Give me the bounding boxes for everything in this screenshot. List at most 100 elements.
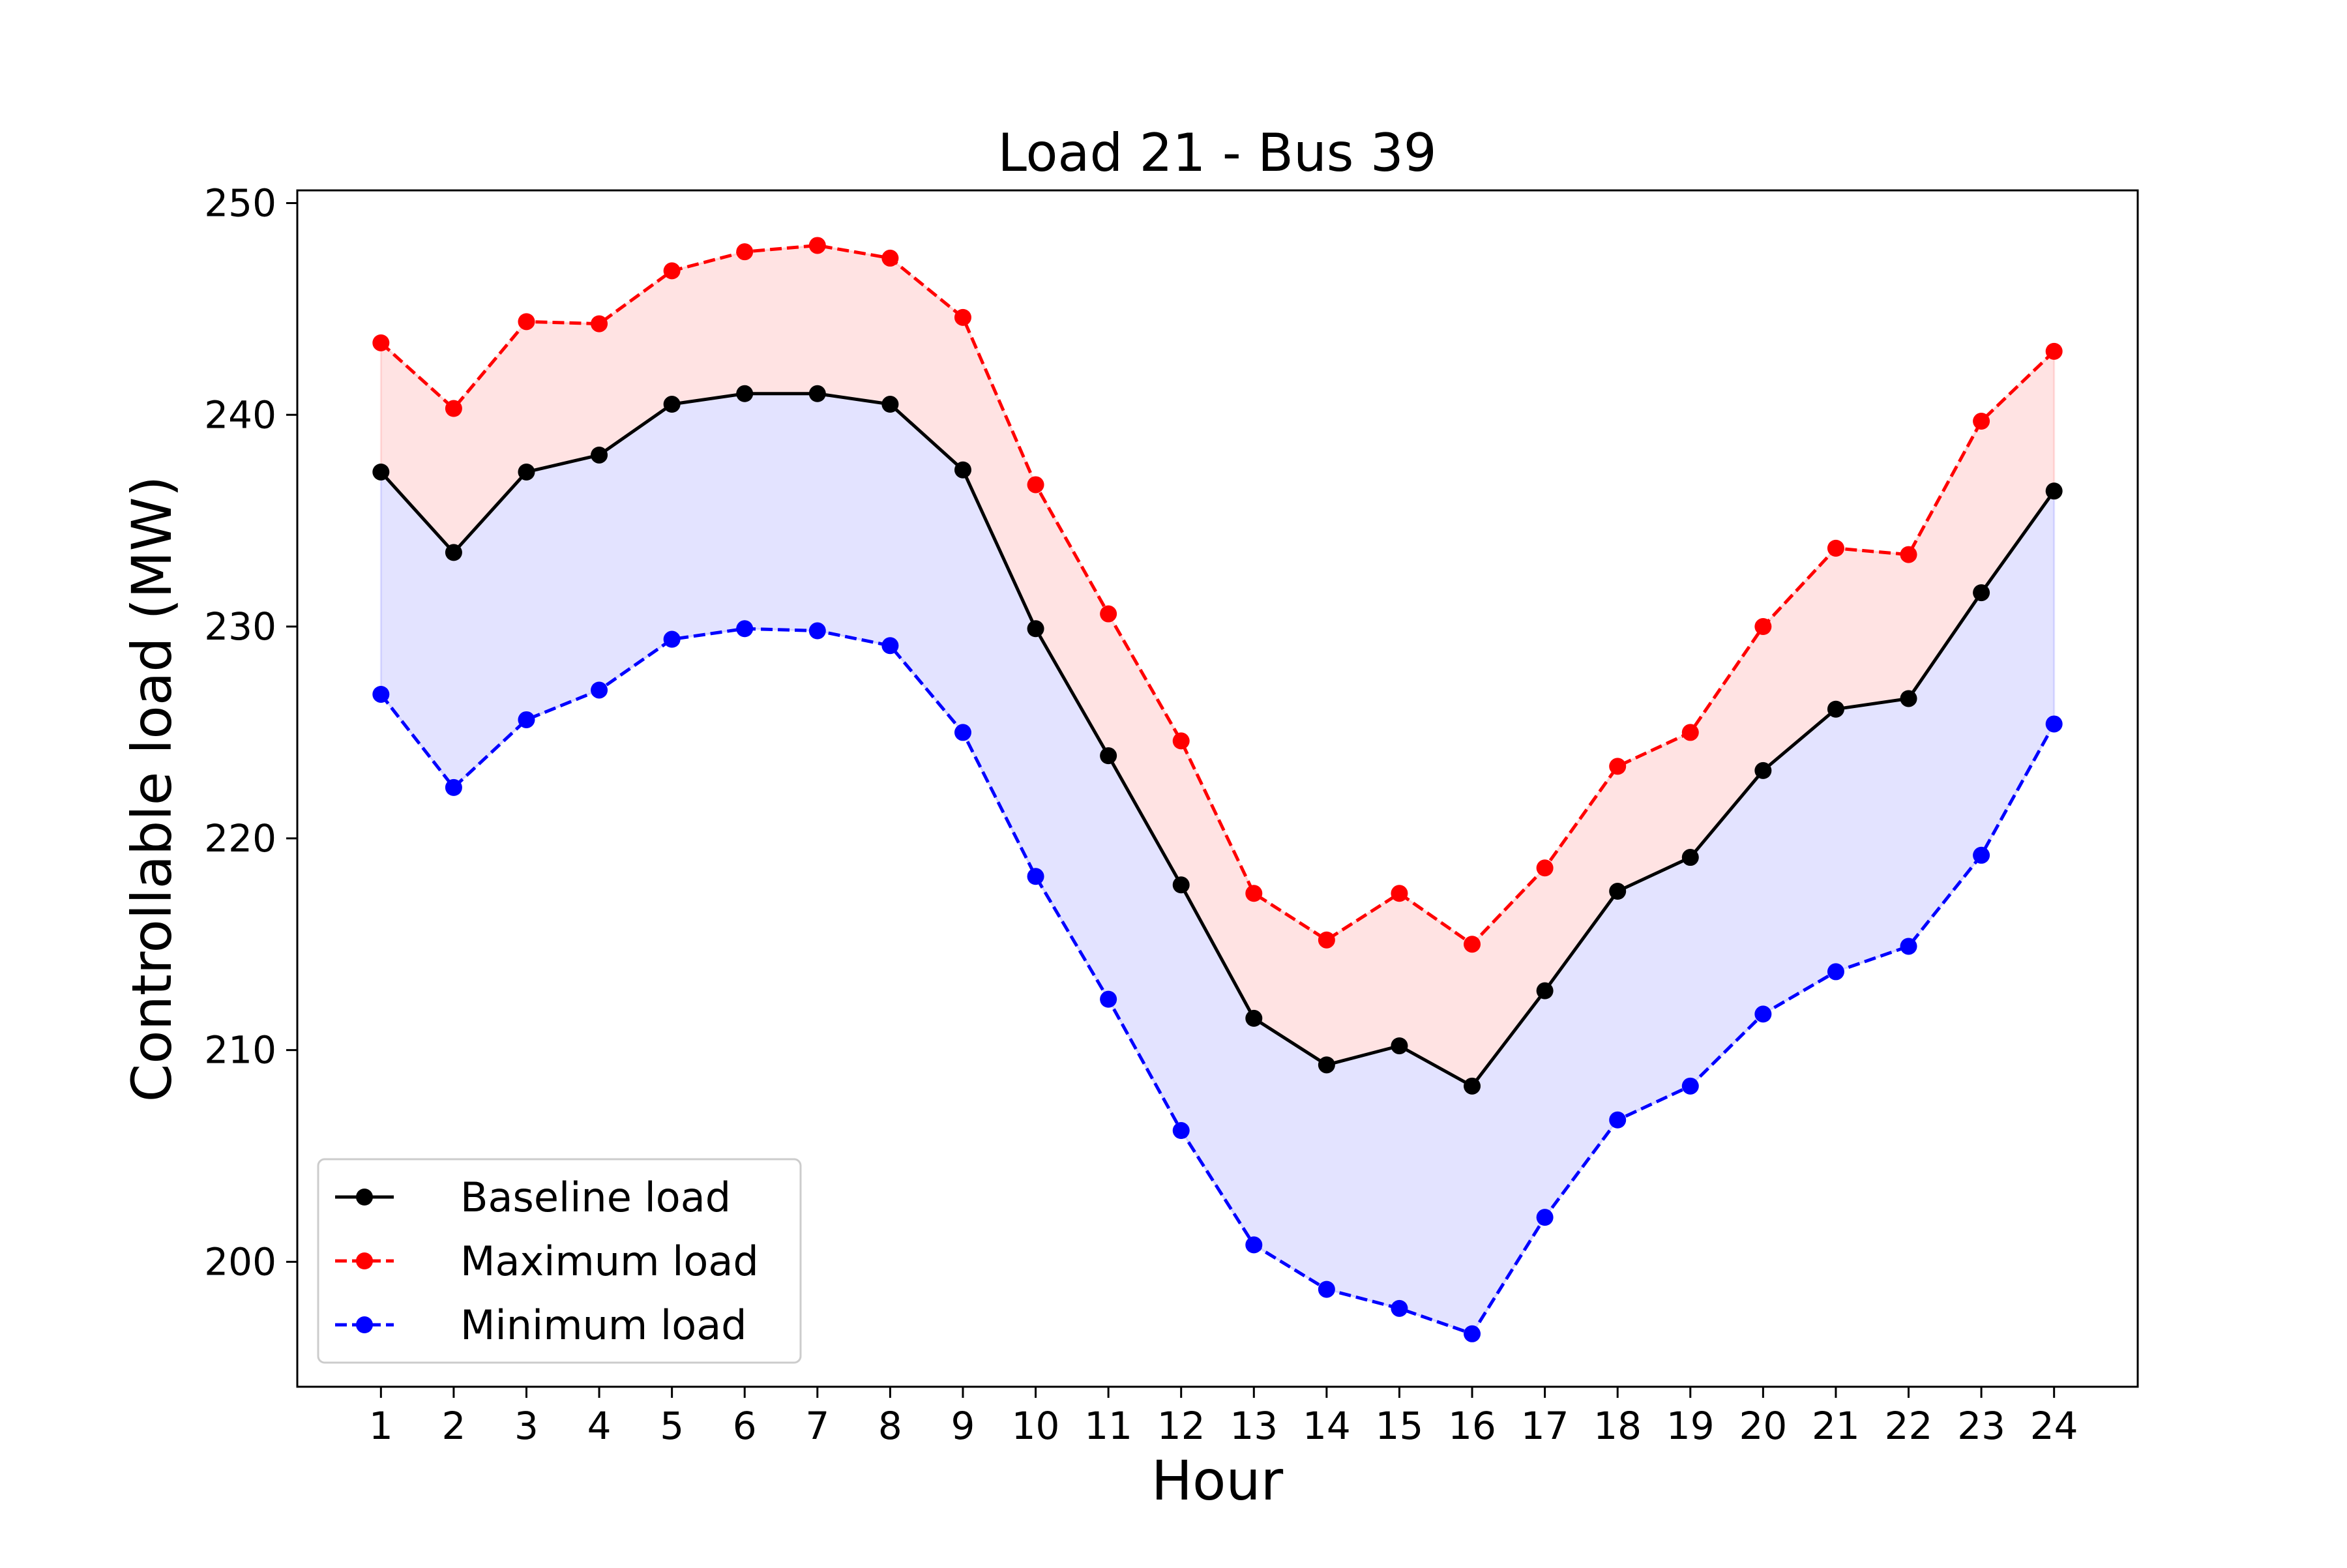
- x-tick-label: 5: [660, 1404, 684, 1448]
- maximum-load-line: [379, 243, 2056, 946]
- maximum-load-point: [663, 262, 681, 280]
- maximum-load-point: [1245, 885, 1263, 902]
- y-axis-title: Controllable load (MW): [120, 476, 184, 1102]
- x-tick-label: 6: [733, 1404, 757, 1448]
- maximum-load-point: [1318, 931, 1335, 949]
- minimum-load-point: [663, 630, 681, 648]
- minimum-load-point: [881, 637, 899, 655]
- maximum-load-point: [1172, 732, 1190, 750]
- baseline-load-point: [1609, 883, 1627, 900]
- minimum-load-line: [379, 627, 2056, 1336]
- baseline-load-point: [1027, 620, 1044, 638]
- minimum-load-point: [1681, 1077, 1699, 1095]
- maximum-load-point: [591, 315, 608, 333]
- baseline-load-point: [1973, 584, 1990, 602]
- legend-items: Baseline load Maximum load Minimum load: [335, 1174, 759, 1349]
- minimum-load-point: [808, 622, 826, 640]
- minimum-load-point: [2045, 715, 2063, 733]
- baseline-load-point: [1754, 762, 1772, 779]
- baseline-load-point: [1391, 1037, 1408, 1055]
- baseline-load-point: [591, 446, 608, 464]
- baseline-load-point: [1900, 690, 1917, 707]
- x-tick-label: 24: [2030, 1404, 2078, 1448]
- x-tick-label: 19: [1666, 1404, 1715, 1448]
- x-tick-label: 12: [1157, 1404, 1205, 1448]
- baseline-load-point: [1681, 849, 1699, 866]
- maximum-load-point: [1609, 758, 1627, 775]
- minimum-load-point: [1245, 1236, 1263, 1254]
- minimum-load-point: [736, 620, 754, 638]
- y-tick-label: 240: [204, 392, 276, 437]
- chart-title: Load 21 - Bus 39: [997, 123, 1436, 183]
- maximum-load-point: [1973, 413, 1990, 430]
- minimum-load-point: [1536, 1209, 1554, 1226]
- minimum-load-point: [1318, 1280, 1335, 1298]
- x-tick-label: 11: [1084, 1404, 1132, 1448]
- x-tick-label: 1: [369, 1404, 393, 1448]
- series-lines: [379, 243, 2056, 1336]
- x-tick-label: 23: [1957, 1404, 2005, 1448]
- baseline-load-point: [736, 385, 754, 402]
- minimum-load-point: [1464, 1325, 1481, 1342]
- legend-label-maximum-load: Maximum load: [460, 1237, 759, 1285]
- maximum-load-point: [518, 313, 535, 331]
- legend-swatch-marker-baseline-load: [356, 1189, 373, 1206]
- maximum-load-point: [372, 334, 390, 351]
- minimum-load-point: [1172, 1122, 1190, 1140]
- y-tick-label: 250: [204, 181, 276, 225]
- legend-label-baseline-load: Baseline load: [460, 1174, 731, 1221]
- legend-swatch-marker-maximum-load: [356, 1252, 373, 1269]
- x-tick-label: 3: [514, 1404, 539, 1448]
- maximum-load-point: [736, 243, 754, 261]
- minimum-load-point: [518, 711, 535, 728]
- x-tick-label: 20: [1739, 1404, 1787, 1448]
- baseline-load-point: [1318, 1056, 1335, 1074]
- x-axis-ticks: 1 2 3 4 5 6 7 8 9 10 11 12 13 14 15 16 17 18 19 20 21 22 23 24: [369, 1387, 2078, 1448]
- baseline-load-point: [1536, 982, 1554, 999]
- baseline-load-point: [954, 461, 971, 479]
- baseline-load-point: [518, 463, 535, 481]
- maximum-load-point: [1754, 618, 1772, 636]
- legend-frame: [317, 1158, 802, 1364]
- minimum-load-point: [372, 685, 390, 703]
- baseline-load-point: [1464, 1077, 1481, 1095]
- y-tick-label: 220: [204, 816, 276, 861]
- baseline-load-point: [808, 385, 826, 402]
- x-tick-label: 10: [1012, 1404, 1060, 1448]
- x-tick-label: 8: [878, 1404, 902, 1448]
- minimum-load-point: [1609, 1111, 1627, 1129]
- x-tick-label: 13: [1230, 1404, 1278, 1448]
- maximum-load-point: [954, 308, 971, 326]
- x-tick-label: 14: [1303, 1404, 1351, 1448]
- legend-label-minimum-load: Minimum load: [460, 1301, 747, 1349]
- minimum-load-point: [954, 724, 971, 741]
- maximum-load-point: [1827, 539, 1844, 557]
- x-tick-label: 17: [1521, 1404, 1569, 1448]
- plot-area-frame: [296, 189, 2139, 1388]
- maximum-load-point: [808, 237, 826, 254]
- baseline-load-point: [1100, 747, 1117, 765]
- minimum-load-point: [1100, 990, 1117, 1008]
- baseline-load-line: [379, 392, 2056, 1088]
- series-points: [372, 237, 2063, 1342]
- baseline-load-point: [663, 396, 681, 413]
- maximum-load-point: [1536, 859, 1554, 877]
- x-tick-label: 21: [1812, 1404, 1860, 1448]
- baseline-load-point: [445, 544, 462, 561]
- baseline-load-point: [372, 463, 390, 481]
- minimum-load-point: [1391, 1299, 1408, 1317]
- minimum-load-point: [591, 681, 608, 699]
- maximum-load-point: [1900, 546, 1917, 563]
- baseline-load-point: [2045, 482, 2063, 500]
- x-tick-label: 15: [1376, 1404, 1424, 1448]
- maximum-load-point: [1464, 936, 1481, 953]
- y-tick-label: 210: [204, 1028, 276, 1072]
- minimum-load-point: [1027, 868, 1044, 885]
- baseline-load-point: [1172, 876, 1190, 894]
- baseline-load-point: [1245, 1009, 1263, 1027]
- minimum-load-point: [1973, 846, 1990, 864]
- x-tick-label: 18: [1593, 1404, 1642, 1448]
- maximum-load-point: [1100, 605, 1117, 623]
- maximum-load-point: [881, 249, 899, 267]
- maximum-load-point: [1391, 885, 1408, 902]
